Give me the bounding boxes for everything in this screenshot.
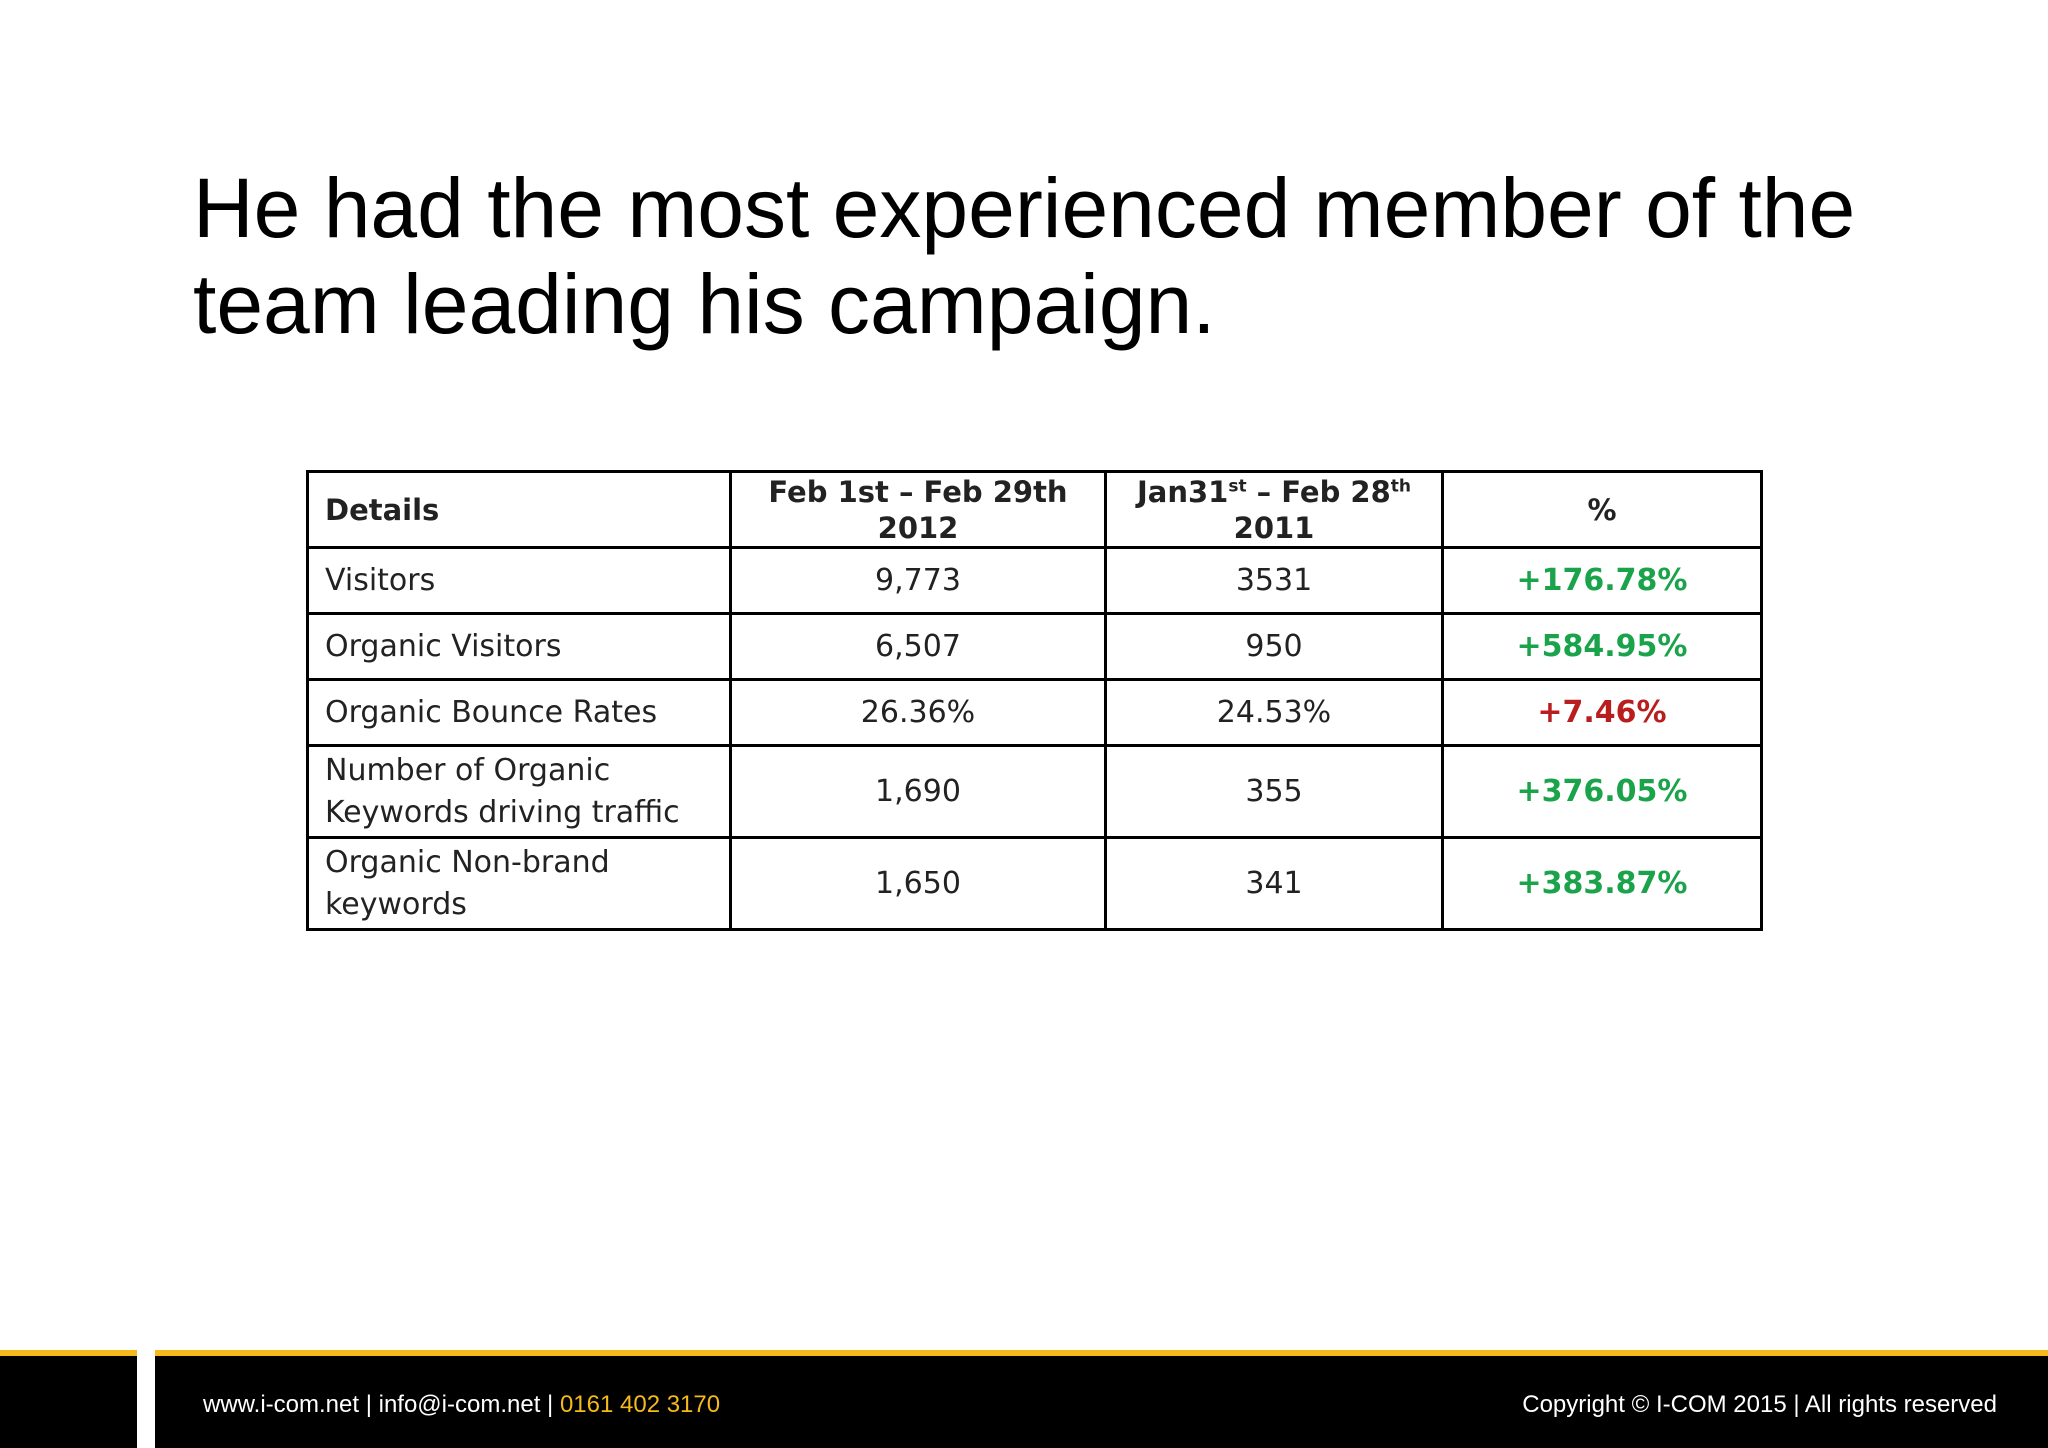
- row-label: Number of Organic Keywords driving traff…: [306, 744, 732, 839]
- row-value-2012: 26.36%: [729, 678, 1107, 747]
- row-percent-change: +376.05%: [1441, 744, 1763, 839]
- row-label: Organic Bounce Rates: [306, 678, 732, 747]
- table-row: Organic Non-brand keywords 1,650 341 +38…: [306, 836, 1763, 931]
- row-percent-change: +176.78%: [1441, 546, 1763, 615]
- footer-accent-rule: [0, 1350, 2048, 1356]
- row-value-2012: 1,690: [729, 744, 1107, 839]
- row-value-2011: 950: [1104, 612, 1444, 681]
- footer-bar: [0, 1356, 2048, 1448]
- row-value-2011: 24.53%: [1104, 678, 1444, 747]
- footer-copyright: Copyright © I-COM 2015 | All rights rese…: [1522, 1391, 1997, 1418]
- header-period-2011-mid: – Feb 28: [1246, 474, 1391, 509]
- header-period-2011-sup2: th: [1390, 475, 1412, 496]
- header-period-2012: Feb 1st – Feb 29th 2012: [729, 470, 1107, 549]
- slide-title: He had the most experienced member of th…: [193, 161, 1856, 351]
- header-period-2011-sup1: st: [1228, 475, 1247, 496]
- header-period-2011-line2: 2011: [1233, 510, 1315, 545]
- table-header-row: Details Feb 1st – Feb 29th 2012 Jan31st …: [306, 470, 1763, 549]
- row-label-line2: keywords: [325, 886, 467, 922]
- row-value-2012: 6,507: [729, 612, 1107, 681]
- row-value-2011: 341: [1104, 836, 1444, 931]
- footer-phone[interactable]: 0161 402 3170: [559, 1391, 721, 1418]
- row-percent-change: +7.46%: [1441, 678, 1763, 747]
- header-details: Details: [306, 470, 732, 549]
- table-row: Organic Visitors 6,507 950 +584.95%: [306, 612, 1763, 681]
- row-percent-change: +584.95%: [1441, 612, 1763, 681]
- row-value-2012: 1,650: [729, 836, 1107, 931]
- row-label-line1: Organic Non-brand: [325, 844, 610, 880]
- header-period-2011: Jan31st – Feb 28th 2011: [1104, 470, 1444, 549]
- table-row: Number of Organic Keywords driving traff…: [306, 744, 1763, 839]
- row-value-2012: 9,773: [729, 546, 1107, 615]
- row-label: Organic Visitors: [306, 612, 732, 681]
- row-value-2011: 3531: [1104, 546, 1444, 615]
- row-label: Visitors: [306, 546, 732, 615]
- header-period-2011-prefix: Jan31: [1136, 474, 1229, 509]
- header-period-2012-line1: Feb 1st – Feb 29th: [768, 474, 1068, 509]
- row-label: Organic Non-brand keywords: [306, 836, 732, 931]
- footer-contact: www.i-com.net | info@i-com.net | 0161 40…: [203, 1390, 720, 1420]
- header-percent: %: [1441, 470, 1763, 549]
- row-value-2011: 355: [1104, 744, 1444, 839]
- table-row: Organic Bounce Rates 26.36% 24.53% +7.46…: [306, 678, 1763, 747]
- table-row: Visitors 9,773 3531 +176.78%: [306, 546, 1763, 615]
- row-label-line2: Keywords driving traffic: [325, 794, 680, 830]
- results-table: Details Feb 1st – Feb 29th 2012 Jan31st …: [306, 470, 1763, 931]
- row-percent-change: +383.87%: [1441, 836, 1763, 931]
- footer-contact-links[interactable]: www.i-com.net | info@i-com.net |: [203, 1391, 560, 1418]
- header-period-2012-line2: 2012: [877, 510, 959, 545]
- footer-divider: [137, 1350, 155, 1448]
- row-label-line1: Number of Organic: [325, 752, 611, 788]
